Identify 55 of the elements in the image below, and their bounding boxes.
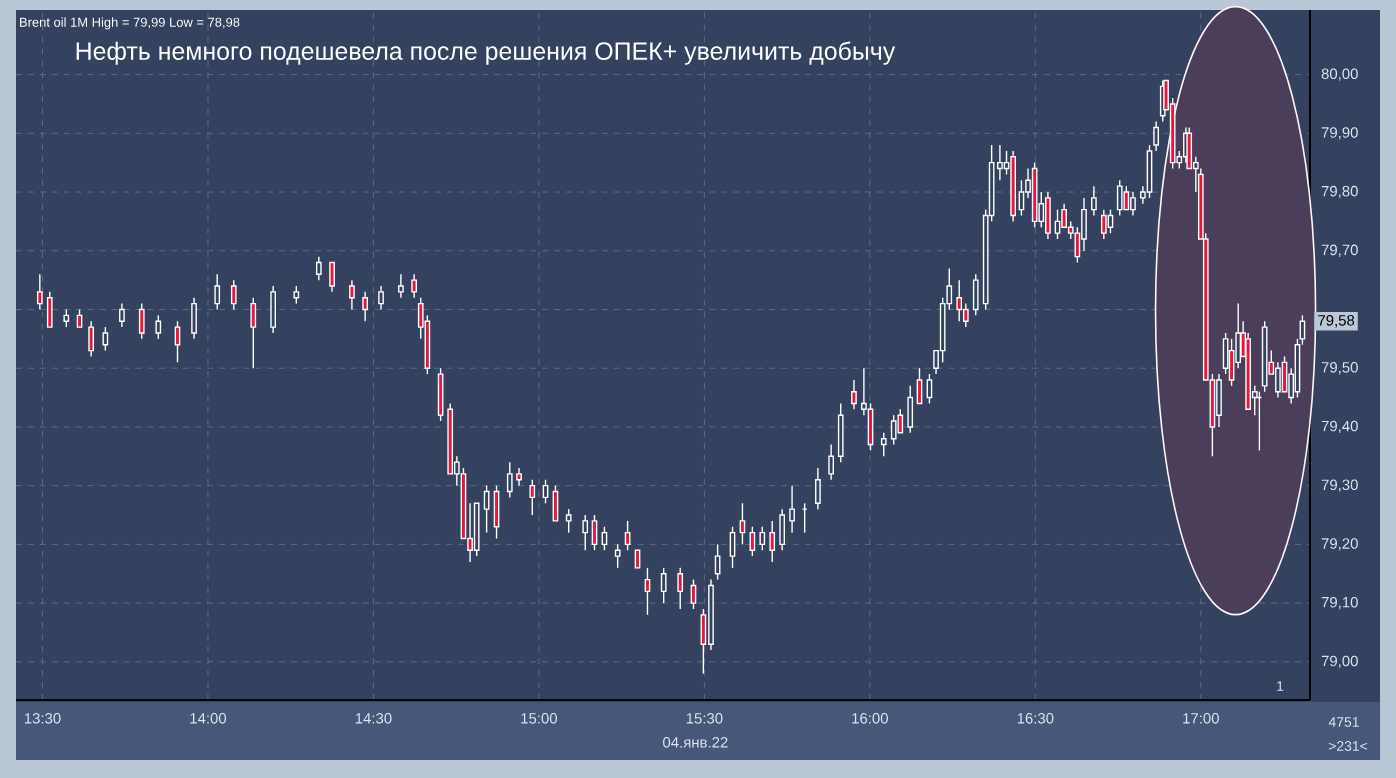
- candlestick: [1045, 191, 1051, 240]
- candlestick: [714, 543, 721, 581]
- candlestick: [851, 379, 857, 411]
- candlestick: [270, 285, 276, 334]
- candlestick: [837, 402, 844, 463]
- candlestick: [565, 508, 572, 534]
- candlestick: [1275, 361, 1281, 399]
- candlestick: [138, 302, 145, 340]
- candlestick: [926, 373, 933, 405]
- candlestick: [398, 273, 404, 299]
- candlestick: [660, 567, 667, 604]
- candlestick: [614, 543, 621, 569]
- candlestick: [329, 261, 335, 293]
- candlestick: [815, 467, 821, 510]
- candlestick: [1091, 185, 1097, 217]
- candlestick: [174, 320, 181, 364]
- text: Нефть немного подешевела после решения ОПЕК+ увеличить добычу: [76, 41, 896, 65]
- candlestick: [759, 526, 766, 551]
- candlestick: [529, 479, 536, 516]
- candlestick: [749, 526, 756, 557]
- candlestick: [411, 273, 417, 299]
- candlestick: [789, 484, 795, 534]
- candlestick: [779, 508, 785, 551]
- candlestick: [36, 273, 43, 311]
- candlestick: [230, 279, 237, 311]
- candlestick: [690, 578, 697, 610]
- candlestick: [890, 414, 897, 446]
- candlestick: [250, 297, 257, 369]
- candlestick: [88, 320, 94, 358]
- candlestick: [46, 291, 53, 328]
- candlestick: [972, 273, 979, 317]
- candlestick: [483, 484, 490, 534]
- candlestick: [378, 285, 384, 311]
- candlestick: [1130, 191, 1136, 217]
- candlestick: [155, 314, 162, 340]
- candlestick: [437, 367, 444, 422]
- candlestick: [1116, 179, 1123, 217]
- candlestick: [1216, 373, 1222, 428]
- candlestick: [473, 502, 480, 557]
- candlestick: [315, 255, 322, 281]
- candlestick: [880, 432, 887, 457]
- candlestick: [582, 514, 589, 551]
- candlestick: [1100, 208, 1107, 240]
- candlestick: [907, 385, 914, 434]
- candlestick: [214, 273, 221, 311]
- candlestick: [956, 279, 963, 322]
- candlestick: [119, 302, 125, 328]
- candlestick: [349, 279, 355, 311]
- candlestick: [552, 484, 559, 522]
- candlestick: [677, 567, 684, 610]
- candlestick: [1123, 185, 1130, 211]
- candlestick: [828, 443, 834, 481]
- candlestick: [191, 297, 197, 340]
- candlestick: [769, 520, 776, 563]
- candlestick: [362, 291, 368, 322]
